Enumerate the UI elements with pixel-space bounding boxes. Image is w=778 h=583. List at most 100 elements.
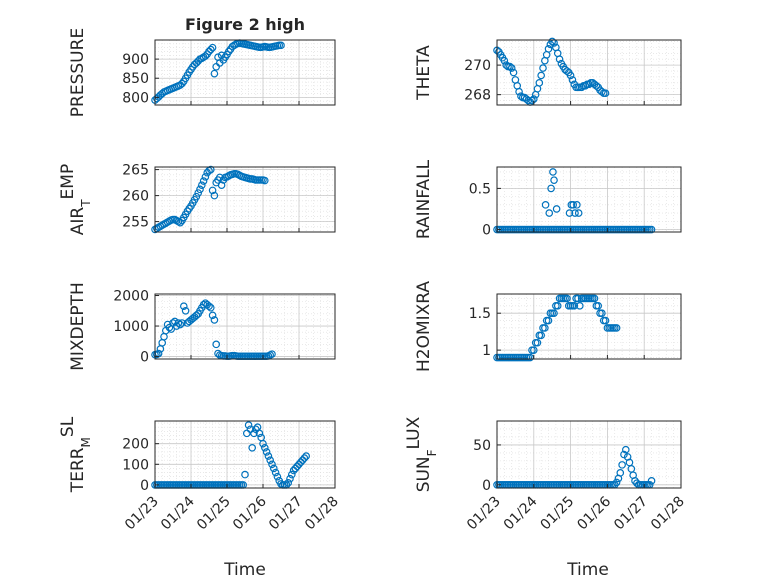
y-tick-label: 0.5 [469,181,491,197]
axes-box [154,166,336,233]
data-point [574,209,583,217]
data-point [208,186,217,195]
data-point [528,96,536,105]
data-point [592,82,601,90]
data-point [287,470,296,479]
data-point [569,201,577,209]
data-point [248,443,257,452]
data-point [268,350,276,358]
data-point [208,43,217,52]
data-point [647,225,656,234]
data-point [210,191,219,200]
data-series-air_temp [151,165,269,234]
data-point [302,452,311,460]
data-point [250,429,258,438]
y-axis-label: RAINFALL [414,159,434,239]
y-axis-label: MIXDEPTH [68,282,88,371]
y-axis-label: SUNFLUX [404,416,439,492]
data-point [598,309,606,318]
data-point [541,201,550,209]
y-tick-label: 200 [122,437,149,453]
data-point [178,79,186,88]
data-point [563,67,571,75]
y-tick-label: 0 [140,350,149,366]
y-axis-label: PRESSURE [68,28,88,117]
axes-box [496,420,682,489]
data-point [568,76,577,84]
data-point [509,68,518,77]
data-point [547,184,555,193]
data-point [529,346,538,354]
data-series-theta [493,37,610,106]
data-point [199,177,208,185]
data-point [199,300,208,309]
x-axis-label-left: Time [223,560,266,580]
data-point [210,69,219,78]
data-point [515,87,523,96]
data-point [550,176,558,184]
data-point [544,316,553,325]
y-tick-label: 850 [122,71,149,87]
data-point [205,302,213,311]
data-point [208,311,217,320]
data-point [545,209,554,217]
data-point [260,176,269,185]
data-point [553,302,562,310]
data-point [539,64,547,72]
data-point [196,185,204,194]
y-tick-label: 900 [122,52,149,68]
y-axis-label: TERRMSL [58,416,93,493]
data-point [571,209,579,217]
data-point [544,45,553,53]
data-point [552,205,561,213]
data-point [260,443,269,452]
y-tick-label: 2000 [113,289,149,305]
data-point [194,189,203,197]
data-point [300,454,309,462]
y-tick-label: 50 [473,438,491,454]
data-series-pressure [151,39,285,104]
y-tick-label: 0 [140,478,149,494]
y-tick-label: 268 [464,88,491,104]
axes-box [496,39,682,106]
y-tick-label: 100 [122,457,149,473]
data-point [598,87,606,96]
data-point [271,468,280,477]
y-axis-label: AIRTEMP [58,164,93,235]
data-point [178,319,186,327]
data-series-rainfall [493,168,656,234]
data-point [241,470,249,479]
subplot-pressure: 800 850 900 PRESSURE [68,28,336,117]
data-point [618,461,626,469]
y-tick-label: 0 [482,223,491,239]
y-tick-label: 265 [122,163,149,179]
data-point [573,201,581,209]
data-point [181,306,190,315]
data-point [212,340,221,349]
y-tick-label: 1000 [113,319,149,335]
data-point [594,302,603,310]
data-point [198,181,206,190]
data-point [180,302,188,311]
y-tick-label: 1 [482,343,491,359]
data-point [262,448,271,456]
subplot-air_temp: 255 260 265 AIRTEMP [58,163,336,235]
data-point [612,478,621,487]
data-point [259,439,267,448]
axes-box [496,166,682,233]
subplot-mixdepth: 0 1000 2000 MIXDEPTH [68,282,336,371]
data-point [537,331,545,340]
data-point [549,168,557,176]
data-point [286,474,294,483]
data-point [255,429,264,438]
data-point [269,464,278,473]
data-point [266,456,275,464]
figure-title: Figure 2 high [185,15,305,34]
data-point [500,56,509,65]
data-point [192,311,201,320]
data-point [210,316,219,324]
data-point [192,192,201,201]
axes-box [496,293,682,360]
